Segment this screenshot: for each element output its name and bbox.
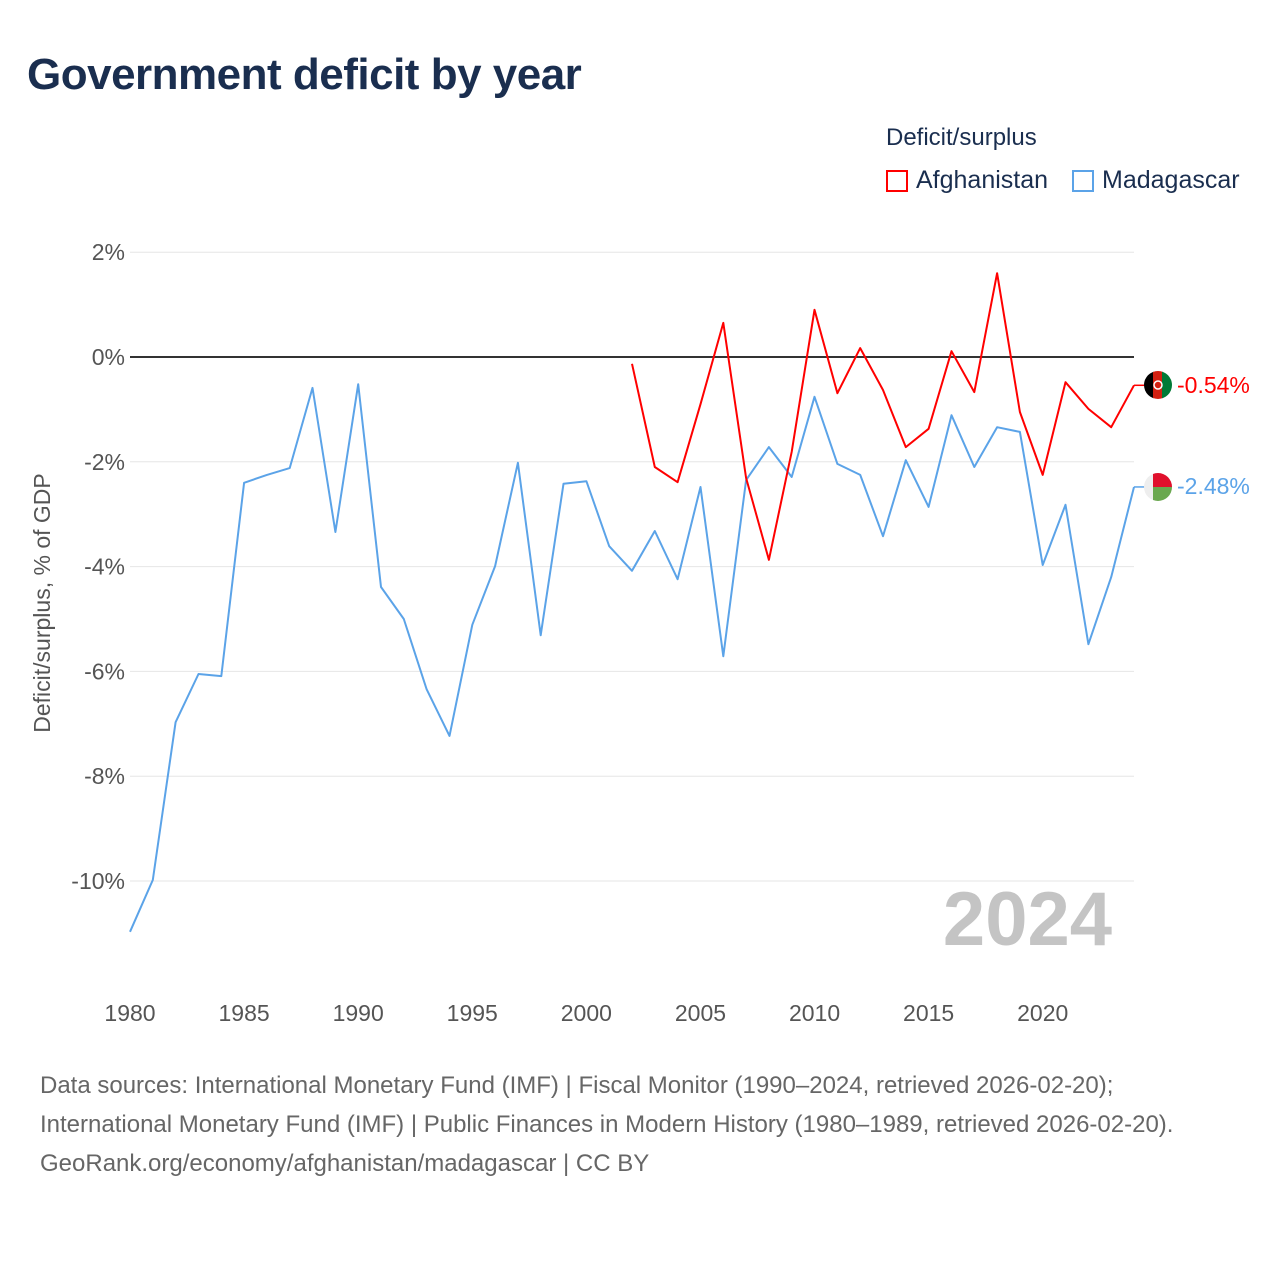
- y-tick-label: -4%: [84, 554, 125, 580]
- afghanistan-end-label: -0.54%: [1177, 372, 1250, 398]
- y-tick-label: -8%: [84, 763, 125, 789]
- afghanistan-flag-icon: [1144, 371, 1172, 399]
- x-tick-label: 2015: [903, 1000, 954, 1026]
- year-watermark: 2024: [943, 877, 1112, 962]
- legend-swatch-madagascar: [1072, 169, 1094, 192]
- legend-item-madagascar[interactable]: Madagascar: [1072, 166, 1240, 195]
- x-tick-label: 2010: [789, 1000, 840, 1026]
- x-tick-label: 1985: [219, 1000, 270, 1026]
- x-tick-label: 1995: [447, 1000, 498, 1026]
- y-tick-label: -10%: [71, 868, 125, 894]
- legend-item-afghanistan[interactable]: Afghanistan: [886, 166, 1048, 195]
- x-tick-label: 1980: [104, 1000, 155, 1026]
- legend-label: Afghanistan: [916, 166, 1049, 194]
- legend-label: Madagascar: [1102, 166, 1240, 194]
- x-tick-label: 2005: [675, 1000, 726, 1026]
- y-tick-label: 0%: [92, 344, 125, 370]
- data-sources: Data sources: International Monetary Fun…: [40, 1072, 1174, 1138]
- y-tick-label: -6%: [84, 658, 125, 684]
- x-tick-label: 2020: [1017, 1000, 1068, 1026]
- footer: Data sources: International Monetary Fun…: [40, 1066, 1240, 1183]
- credit-link[interactable]: GeoRank.org/economy/afghanistan/madagasc…: [40, 1150, 650, 1177]
- madagascar-flag-icon: [1144, 473, 1172, 501]
- madagascar-end-label: -2.48%: [1177, 473, 1250, 499]
- series-line-afghanistan: [631, 272, 1135, 561]
- chart-title: Government deficit by year: [27, 50, 582, 99]
- y-axis-label: Deficit/surplus, % of GDP: [29, 473, 55, 732]
- y-tick-label: -2%: [84, 449, 125, 475]
- y-tick-label: 2%: [92, 239, 125, 265]
- x-tick-label: 1990: [333, 1000, 384, 1026]
- legend-title: Deficit/surplus: [886, 124, 1037, 151]
- x-tick-label: 2000: [561, 1000, 612, 1026]
- legend-swatch-afghanistan: [886, 169, 908, 192]
- series-line-madagascar: [129, 383, 1135, 933]
